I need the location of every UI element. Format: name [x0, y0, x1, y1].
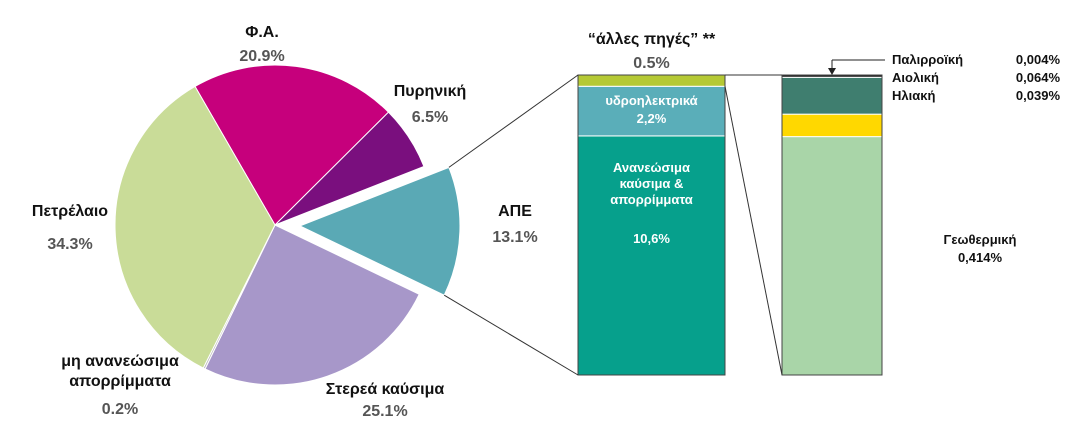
legend-label: Παλιρροϊκή	[892, 52, 964, 67]
connector	[443, 294, 579, 376]
slice-value: 20.9%	[239, 48, 285, 65]
legend-value: 0,064%	[1015, 70, 1060, 85]
slice-label: μη ανανεώσιμα απορρίμματα	[61, 353, 179, 390]
bar-segment	[781, 136, 883, 376]
pie-slice	[204, 224, 420, 386]
bar-segment	[781, 113, 883, 138]
slice-label: ΑΠΕ	[498, 203, 532, 220]
slice-value: 13.1%	[492, 229, 538, 246]
slice-value: 0.2%	[101, 401, 139, 418]
slice-label: Πετρέλαιο	[31, 203, 109, 220]
connector	[724, 86, 783, 376]
pointer-head	[828, 68, 836, 75]
segment-value: 10,6%	[633, 230, 670, 246]
segment-value: 0,414%	[957, 250, 1003, 265]
bar-segment	[577, 135, 726, 376]
slice-label: Φ.Α.	[245, 24, 279, 41]
slice-value: 25.1%	[362, 403, 408, 420]
pie-slice	[114, 85, 276, 369]
segment-label: Ανανεώσιμα καύσιμα & απορρίμματα	[610, 159, 693, 207]
connector	[448, 74, 579, 168]
slice-value: 34.3%	[47, 236, 93, 253]
slice-label: Πυρηνική	[393, 83, 467, 100]
legend-value: 0,039%	[1015, 88, 1060, 103]
pie-slice	[274, 111, 425, 226]
bar-segment	[781, 76, 883, 115]
slice-value: 6.5%	[411, 109, 449, 126]
segment-label: “άλλες πηγές” **	[587, 31, 716, 48]
pie-slice	[298, 166, 461, 296]
segment-value: 0.5%	[633, 55, 670, 72]
segment-label: Γεωθερμική	[943, 232, 1017, 247]
segment-value: 2,2%	[636, 111, 667, 127]
legend-label: Ηλιακή	[892, 88, 936, 103]
legend-value: 0,004%	[1015, 52, 1060, 67]
bar-outline	[577, 74, 726, 376]
bar-segment	[577, 74, 726, 87]
segment-label: υδροηλεκτρικά	[605, 93, 698, 109]
pie-slice	[194, 64, 390, 226]
bar-segment	[577, 85, 726, 137]
slice-label: Στερεά καύσιμα	[325, 381, 445, 398]
legend-label: Αιολική	[892, 70, 939, 85]
